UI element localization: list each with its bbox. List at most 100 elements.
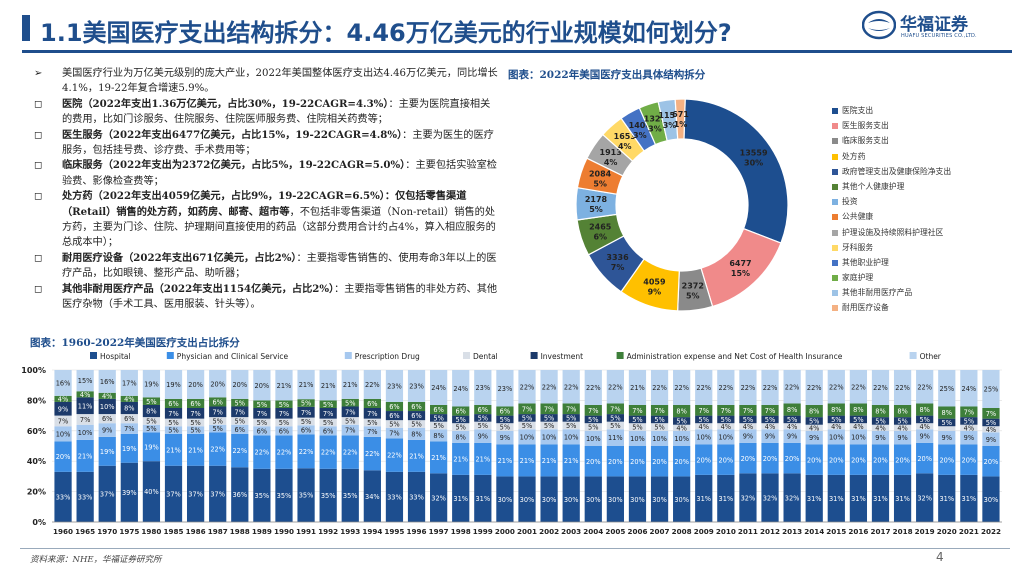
bar-segment: [805, 430, 823, 445]
bar-segment: [297, 434, 315, 469]
bar-segment-label: 5%: [654, 416, 664, 424]
bar-segment-label: 20%: [210, 380, 225, 388]
bar-segment: [938, 406, 956, 419]
bar-segment-label: 5%: [544, 422, 554, 430]
bar-segment: [673, 476, 691, 522]
x-tick-label: 1991: [296, 527, 316, 536]
bar-segment-label: 21%: [498, 457, 513, 465]
legend-item: 家庭护理: [832, 270, 1022, 285]
bar-segment-label: 22%: [829, 383, 844, 391]
bar-segment: [231, 398, 249, 407]
bar-segment: [739, 404, 757, 416]
donut-slice: [683, 98, 789, 244]
bar-segment-label: 7%: [367, 428, 377, 436]
bar-segment-label: 32%: [763, 494, 778, 502]
bar-segment-label: 6%: [478, 406, 488, 414]
bar-segment: [849, 474, 868, 522]
donut-chart: 1355930%647715%23725%40599%33367%24656%2…: [575, 98, 789, 312]
bar-segment-label: 9%: [478, 433, 488, 441]
bar-segment-label: 37%: [188, 490, 203, 498]
x-tick-label: 1965: [75, 527, 95, 536]
bar-segment-label: 33%: [56, 494, 71, 502]
bar-segment-label: 15%: [78, 377, 93, 385]
legend-item: 公共健康: [832, 209, 1022, 224]
bar-segment-label: 7%: [190, 410, 200, 418]
bar-segment: [430, 473, 448, 522]
bar-segment: [430, 429, 448, 442]
bar-segment: [76, 471, 94, 522]
bar-segment-label: 4%: [58, 395, 68, 403]
legend-label: 耐用医疗设备: [842, 303, 889, 313]
bar-segment-label: 20%: [895, 456, 910, 464]
bar-segment-label: 5%: [610, 414, 620, 422]
bar-segment-label: 6%: [257, 427, 267, 435]
bullet-text: ：主要包括实验室检验费、影像检查费等；: [62, 160, 497, 187]
bar-segment: [98, 398, 116, 415]
bar-segment: [628, 370, 647, 405]
bar-segment: [783, 423, 801, 430]
x-tick-label: 1980: [141, 527, 161, 536]
bar-segment: [474, 421, 492, 430]
bar-segment-label: 5%: [257, 419, 267, 427]
bar-segment-label: 7%: [389, 430, 399, 438]
bar-segment-label: 31%: [939, 495, 954, 503]
bar-segment: [452, 423, 470, 431]
bar-segment: [893, 424, 912, 431]
bar-segment: [407, 471, 426, 522]
bar-segment-label: 20%: [188, 381, 203, 389]
bar-segment: [231, 467, 249, 522]
bar-segment-label: 5%: [279, 419, 289, 427]
bar-segment-label: 4%: [787, 423, 797, 431]
bar-segment-label: 5%: [544, 414, 554, 422]
bar-segment-label: 20%: [674, 458, 689, 466]
bar-segment-label: 10%: [696, 433, 711, 441]
bar-legend-label: Investment: [541, 352, 584, 361]
bar-segment: [385, 401, 404, 412]
bar-segment: [209, 465, 227, 522]
bar-segment-label: 9%: [919, 433, 929, 441]
bar-segment-label: 6%: [500, 408, 510, 416]
x-tick-label: 1995: [384, 527, 404, 536]
bar-segment: [385, 420, 404, 428]
bar-segment: [650, 430, 669, 446]
bar-segment-label: 22%: [542, 383, 557, 391]
bar-segment-label: 4%: [124, 395, 134, 403]
x-tick-label: 1970: [97, 527, 117, 536]
bar-segment-label: 4%: [102, 392, 112, 400]
bar-segment: [430, 370, 448, 405]
bar-segment-label: 7%: [522, 405, 532, 413]
bar-segment: [827, 370, 845, 404]
bar-segment-label: 5%: [146, 398, 156, 406]
bar-segment: [76, 424, 94, 440]
x-tick-label: 1993: [340, 527, 360, 536]
bar-segment: [319, 370, 337, 401]
bar-segment-label: 21%: [431, 454, 446, 462]
bar-segment: [584, 430, 602, 446]
bar-segment: [496, 423, 514, 431]
bar-segment: [496, 415, 514, 424]
bullet-bold-text: 医生服务（2022年支出6477亿美元，占比15%，19-22CAGR=4.8%…: [62, 128, 403, 141]
x-tick-label: 1992: [318, 527, 338, 536]
bar-segment: [805, 370, 823, 405]
bar-segment-label: 4%: [676, 424, 686, 432]
bar-segment: [606, 429, 624, 446]
bar-segment: [584, 404, 602, 416]
bar-segment: [783, 473, 801, 522]
bar-segment-label: 22%: [277, 449, 292, 457]
bar-segment-label: 5%: [500, 416, 510, 424]
bar-segment-label: 5%: [632, 424, 642, 432]
bar-segment: [739, 415, 757, 424]
bullet-text: ：主要为医生的医疗服务，包括挂号费、诊疗费、手术费用等；: [62, 129, 494, 157]
bar-segment: [673, 417, 691, 425]
bar-segment: [650, 446, 669, 477]
bar-segment-label: 4%: [721, 423, 731, 431]
bar-segment-label: 35%: [299, 492, 314, 500]
bar-segment: [938, 444, 956, 475]
y-tick-label: 100%: [21, 366, 46, 375]
bar-segment: [849, 429, 868, 445]
bullet-text: 美国医疗行业为万亿美元级别的庞大产业，2022年美国整体医疗支出达4.46万亿美…: [62, 68, 498, 95]
bar-legend-label: Prescription Drug: [355, 352, 420, 361]
logo-name: 华福证券: [900, 15, 968, 35]
donut-pct-label: 3%: [663, 121, 677, 130]
title-divider: [22, 50, 1012, 53]
